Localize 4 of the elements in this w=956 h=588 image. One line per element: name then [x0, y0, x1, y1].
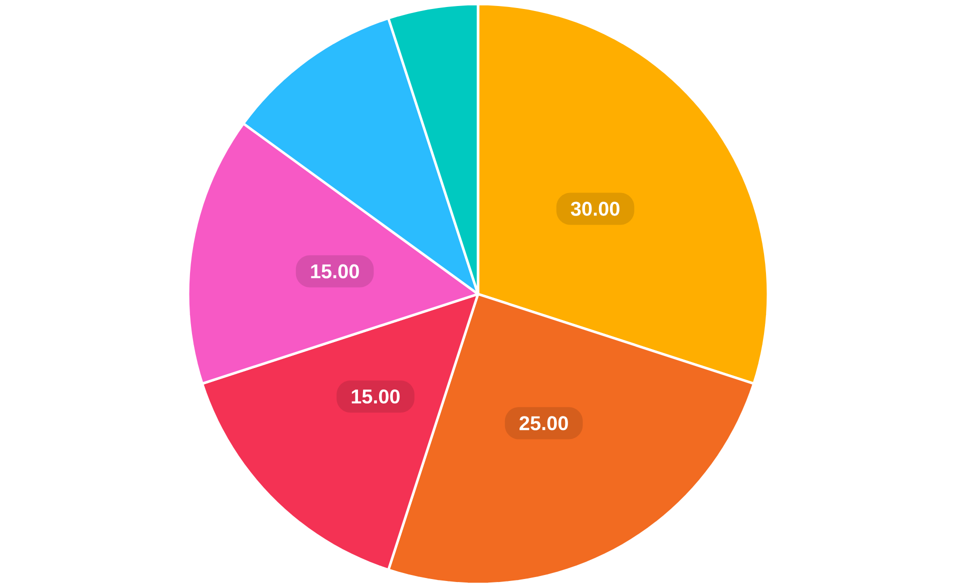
data-label: 25.00	[520, 416, 568, 430]
data-label: 30.00	[570, 202, 620, 216]
data-label: 15.00	[311, 264, 359, 278]
data-label: 15.00	[352, 389, 400, 404]
